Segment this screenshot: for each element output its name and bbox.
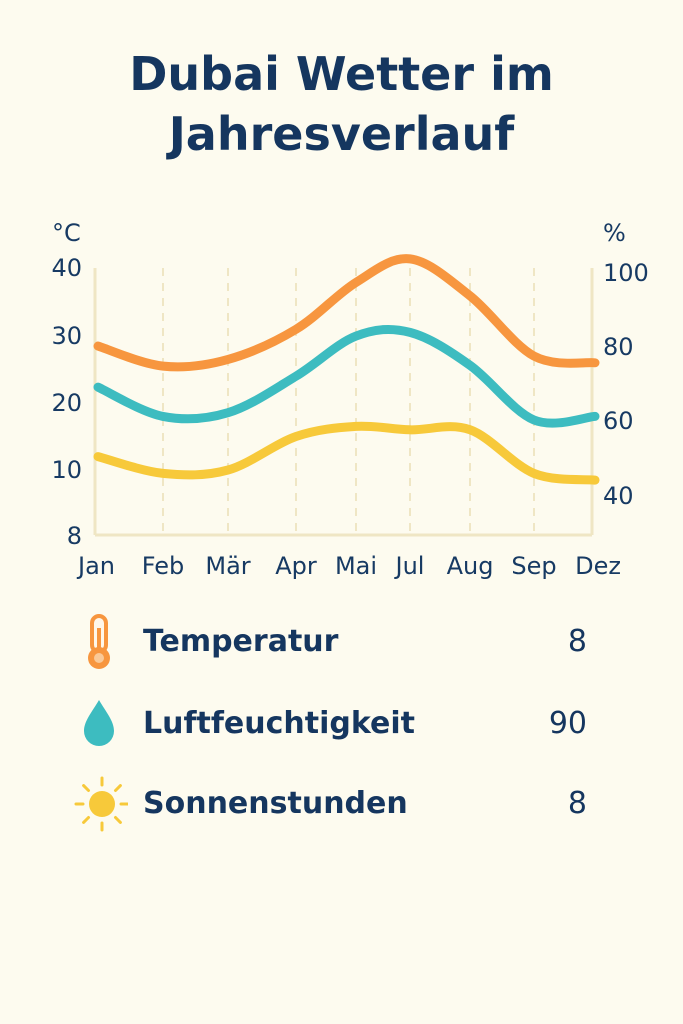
right-axis-tick-label: 100: [603, 259, 649, 287]
legend-item-temperatur: Temperatur 8: [0, 612, 683, 672]
x-axis-tick-label: Dez: [575, 552, 621, 580]
chart-title-line-1: Dubai Wetter im: [129, 47, 554, 101]
x-axis-tick-label: Jul: [394, 552, 425, 580]
right-axis-unit: %: [603, 219, 626, 247]
right-axis-tick-label: 60: [603, 407, 634, 435]
x-axis-tick-label: Sep: [511, 552, 556, 580]
x-axis-tick-label: Mär: [205, 552, 250, 580]
legend-value: 90: [548, 706, 587, 741]
legend-item-sonnenstunden: Sonnenstunden 8: [0, 774, 683, 834]
right-axis-tick-label: 80: [603, 333, 634, 361]
series-line-sonnenstunden: [93, 421, 600, 485]
weather-line-chart: °C % 40 30 20 10 8 100 80 60 40 Jan Feb Mär Apr Mai Jul A…: [51, 219, 648, 580]
x-axis-tick-label: Jan: [76, 552, 115, 580]
left-axis-tick-label: 10: [51, 456, 82, 484]
legend-value: 8: [567, 624, 587, 659]
right-axis-tick-label: 40: [603, 482, 634, 510]
left-axis-tick-label: 40: [51, 254, 82, 282]
legend-label: Luftfeuchtigkeit: [143, 706, 415, 741]
series-line-luftfeuchtigkeit: [93, 324, 600, 428]
sun-icon: [74, 776, 128, 832]
left-axis-tick-label: 20: [51, 389, 82, 417]
chart-axes: [93, 268, 594, 537]
legend-label: Sonnenstunden: [143, 786, 408, 821]
legend-label: Temperatur: [143, 624, 339, 659]
series-line-temperatur: [93, 254, 600, 372]
droplet-icon: [84, 700, 114, 746]
left-axis-tick-label: 8: [67, 522, 82, 550]
chart-title: Dubai Wetter im Jahresverlauf: [0, 44, 683, 164]
x-axis-tick-label: Feb: [142, 552, 185, 580]
chart-series: [93, 254, 600, 485]
legend-value: 8: [567, 786, 587, 821]
chart-title-line-2: Jahresverlauf: [168, 107, 515, 161]
left-axis-unit: °C: [52, 219, 81, 247]
thermometer-icon: [88, 614, 110, 669]
legend-item-luftfeuchtigkeit: Luftfeuchtigkeit 90: [0, 694, 683, 754]
x-axis-tick-label: Aug: [447, 552, 494, 580]
x-axis-tick-label: Apr: [275, 552, 317, 580]
x-axis-tick-label: Mai: [335, 552, 377, 580]
left-axis-tick-label: 30: [51, 322, 82, 350]
chart-labels: °C % 40 30 20 10 8 100 80 60 40 Jan Feb Mär Apr Mai Jul A…: [51, 219, 648, 580]
